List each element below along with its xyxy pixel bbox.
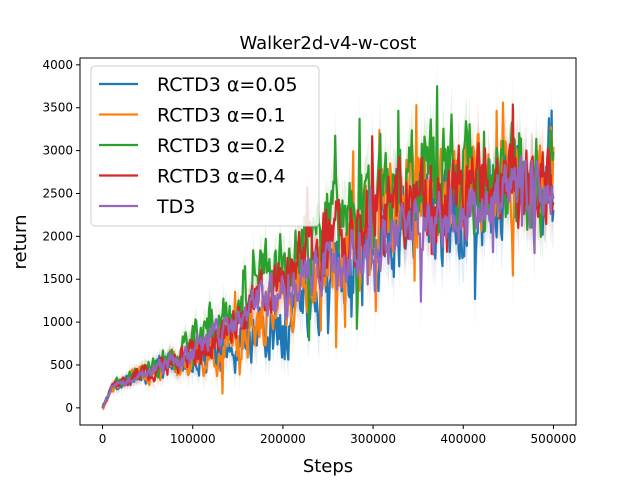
series-lines	[101, 85, 555, 410]
series-line-4	[101, 154, 555, 409]
y-tick-label: 3000	[42, 144, 73, 158]
y-tick-label: 500	[50, 358, 73, 372]
x-tick-label: 500000	[531, 432, 577, 446]
x-axis-label: Steps	[303, 456, 353, 477]
y-tick-label: 1500	[42, 272, 73, 286]
x-tick-label: 300000	[350, 432, 396, 446]
x-tick-label: 100000	[170, 432, 216, 446]
axes-frame	[79, 57, 577, 426]
y-tick-label: 4000	[42, 58, 73, 72]
y-tick-label: 2000	[42, 229, 73, 243]
y-tick-label: 1000	[42, 315, 73, 329]
x-axis-ticks: 0 100000 200000 300000 400000 500000	[99, 425, 577, 446]
x-tick-label: 0	[99, 432, 107, 446]
legend-label-0: RCTD3 α=0.05	[157, 74, 298, 96]
chart-title: Walker2d-v4-w-cost	[240, 33, 417, 54]
y-tick-label: 2500	[42, 186, 73, 200]
legend-items: RCTD3 α=0.05 RCTD3 α=0.1 RCTD3 α=0.2 RCTD3 …	[99, 74, 298, 218]
y-tick-label: 0	[65, 401, 73, 415]
legend-label-1: RCTD3 α=0.1	[157, 105, 286, 127]
y-axis-ticks: 0 500 1000 1500 2000 2500 3000 3500 4000	[42, 58, 80, 415]
y-axis-label: return	[10, 214, 31, 269]
legend-label-2: RCTD3 α=0.2	[157, 135, 286, 157]
x-tick-label: 200000	[260, 432, 306, 446]
plot-area	[101, 58, 555, 413]
legend-box	[90, 65, 320, 227]
legend-label-4: TD3	[156, 196, 195, 218]
y-tick-label: 3500	[42, 101, 73, 115]
legend-label-3: RCTD3 α=0.4	[157, 166, 286, 188]
x-tick-label: 400000	[440, 432, 486, 446]
legend: RCTD3 α=0.05 RCTD3 α=0.1 RCTD3 α=0.2 RCTD3 …	[90, 65, 320, 227]
